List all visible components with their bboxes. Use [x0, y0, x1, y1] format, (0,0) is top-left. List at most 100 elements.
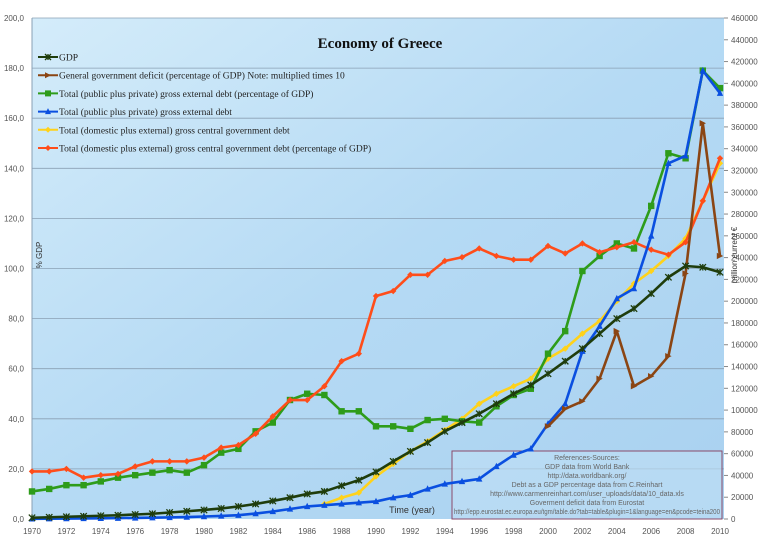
y-right-tick-label: 100000 — [731, 406, 758, 415]
data-point — [28, 488, 36, 495]
y-left-tick-label: 200,0 — [4, 14, 25, 23]
data-point — [63, 481, 70, 489]
data-point — [183, 469, 190, 476]
data-point — [682, 152, 689, 159]
data-point — [562, 400, 569, 407]
data-point — [149, 469, 156, 476]
y-right-tick-label: 0 — [731, 515, 736, 524]
data-point — [441, 480, 448, 487]
data-point — [716, 89, 724, 96]
data-point — [510, 383, 517, 390]
data-point — [218, 444, 225, 451]
y-right-tick-label: 200000 — [731, 297, 758, 306]
data-point — [407, 491, 414, 498]
x-tick-label: 1978 — [161, 527, 179, 536]
x-tick-label: 1982 — [230, 527, 248, 536]
data-point — [269, 497, 277, 505]
data-point — [183, 513, 190, 520]
data-point — [699, 120, 706, 127]
data-point — [441, 415, 448, 422]
data-point — [97, 512, 105, 520]
data-point — [166, 513, 173, 521]
data-point — [286, 396, 294, 404]
data-point — [544, 350, 552, 357]
data-point — [63, 465, 70, 473]
y-right-tick-label: 280000 — [731, 210, 758, 219]
data-point — [372, 468, 380, 476]
data-point — [630, 304, 638, 313]
y-right-tick-label: 400000 — [731, 79, 758, 88]
data-point — [406, 447, 415, 456]
data-point — [579, 240, 586, 247]
data-point — [423, 438, 432, 447]
y-left-tick-label: 80,0 — [8, 315, 24, 324]
gridlines — [31, 17, 724, 519]
data-point — [166, 458, 173, 465]
data-point — [28, 514, 36, 522]
data-point — [45, 90, 51, 97]
data-point — [200, 506, 208, 514]
data-point — [716, 252, 724, 260]
x-tick-label: 1994 — [436, 527, 454, 536]
y-left-tick-label: 180,0 — [4, 64, 25, 73]
y-right-tick-label: 20000 — [731, 493, 754, 502]
x-tick-label: 2004 — [608, 527, 626, 536]
data-point — [458, 418, 466, 427]
chart-title: Economy of Greece — [318, 36, 443, 52]
y-right-tick-label: 40000 — [731, 471, 754, 480]
data-point — [218, 449, 225, 456]
data-point — [596, 249, 603, 256]
legend-item: Total (domestic plus external) gross cen… — [38, 125, 290, 136]
legend-label: Total (public plus private) gross extern… — [59, 107, 232, 118]
data-point — [716, 84, 724, 92]
data-point — [562, 405, 569, 412]
legend-item: Total (domestic plus external) gross cen… — [38, 144, 371, 155]
data-point — [304, 502, 311, 510]
reference-line: GDP data from World Bank — [545, 464, 630, 471]
y-left-tick-label: 20,0 — [8, 465, 24, 474]
data-point — [200, 454, 208, 461]
x-tick-label: 1998 — [505, 527, 523, 536]
data-point — [475, 410, 483, 418]
y-right-tick-label: 120000 — [731, 384, 758, 393]
data-point — [304, 396, 311, 404]
data-point — [682, 235, 689, 242]
x-tick-label: 1996 — [470, 527, 488, 536]
reference-line: Debt as a GDP percentage data from C.Rei… — [512, 482, 663, 489]
data-point — [372, 473, 380, 480]
data-point — [716, 268, 724, 276]
data-point — [44, 53, 52, 61]
data-point — [648, 232, 655, 239]
data-point — [80, 481, 87, 489]
data-point — [390, 287, 397, 295]
data-point — [424, 485, 431, 492]
data-point — [132, 463, 139, 470]
data-point — [166, 466, 173, 474]
data-point — [355, 498, 362, 506]
data-point — [579, 267, 586, 275]
x-tick-label: 1984 — [264, 527, 282, 536]
data-point — [372, 292, 380, 300]
data-point — [579, 398, 586, 405]
data-point — [45, 108, 51, 115]
data-point — [613, 294, 620, 302]
data-point — [578, 345, 587, 353]
data-point — [544, 242, 552, 250]
data-point — [527, 385, 534, 392]
data-point — [303, 490, 311, 498]
data-point — [355, 350, 362, 357]
series-1 — [544, 120, 724, 430]
legend-label: Total (public plus private) gross extern… — [59, 89, 313, 100]
data-point — [407, 271, 414, 278]
y-right-tick-label: 160000 — [731, 341, 758, 350]
data-point — [28, 468, 36, 475]
data-point — [286, 494, 294, 502]
data-point — [235, 441, 242, 449]
x-tick-label: 1974 — [92, 527, 110, 536]
data-point — [355, 489, 362, 496]
data-point — [321, 391, 328, 399]
data-point — [630, 238, 638, 246]
y-left-tick-label: 100,0 — [4, 265, 25, 274]
data-point — [62, 513, 71, 521]
